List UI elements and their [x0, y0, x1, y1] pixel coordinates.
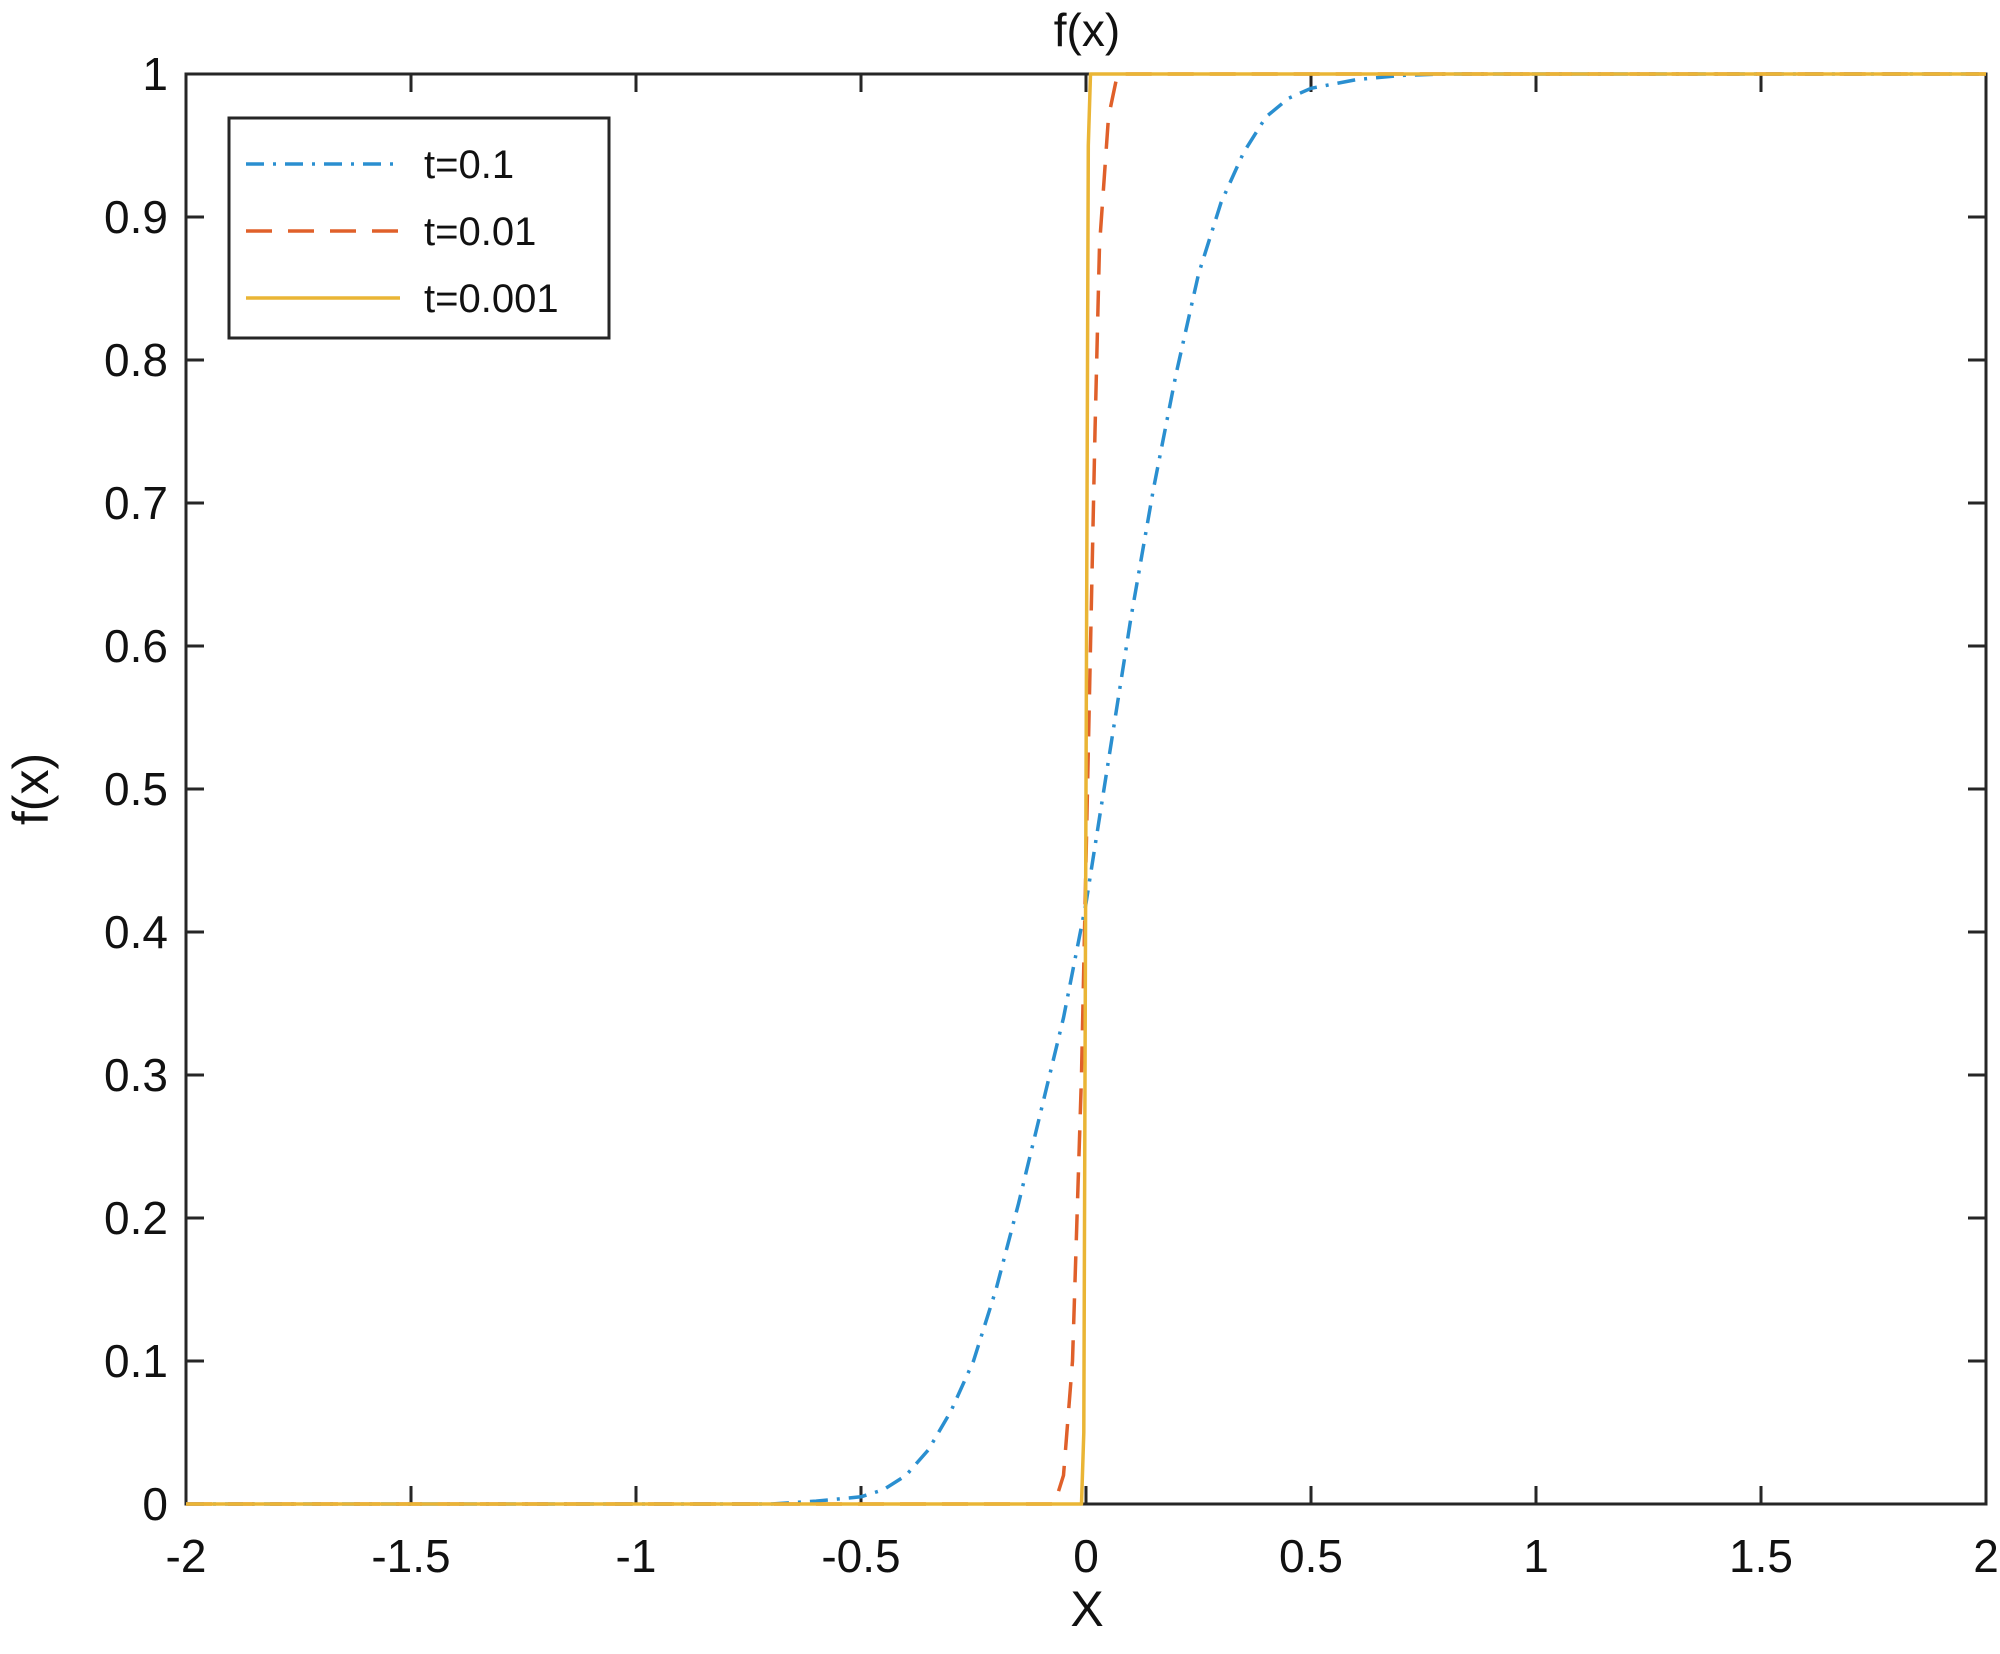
y-tick-label: 0.9	[104, 191, 168, 243]
series-layer	[186, 72, 1986, 1506]
y-tick-label: 0.2	[104, 1192, 168, 1244]
x-tick-label: 0.5	[1279, 1530, 1343, 1582]
chart-legend: t=0.1 t=0.01 t=0.001	[227, 116, 611, 340]
x-tick-label: -1.5	[371, 1530, 450, 1582]
y-axis-label: f(x)	[3, 753, 59, 825]
series-line-3	[186, 72, 1986, 1506]
chart-title: f(x)	[1054, 4, 1120, 56]
y-tick-label: 0.1	[104, 1335, 168, 1387]
y-tick-label: 0.8	[104, 334, 168, 386]
y-tick-label: 0.3	[104, 1049, 168, 1101]
y-tick-label: 0.7	[104, 477, 168, 529]
x-tick-label: -0.5	[821, 1530, 900, 1582]
x-axis-ticks: -2 -1.5 -1 -0.5 0 0.5 1 1.5 2	[166, 74, 1999, 1582]
y-tick-label: 0	[142, 1478, 168, 1530]
y-tick-label: 0.4	[104, 906, 168, 958]
x-tick-label: 1.5	[1729, 1530, 1793, 1582]
x-tick-label: -1	[616, 1530, 657, 1582]
x-tick-label: -2	[166, 1530, 207, 1582]
x-tick-label: 0	[1073, 1530, 1099, 1582]
x-tick-label: 2	[1973, 1530, 1999, 1582]
legend-label: t=0.01	[424, 210, 536, 254]
legend-box	[227, 116, 611, 340]
y-tick-label: 1	[142, 48, 168, 100]
y-axis-ticks: 0 0.1 0.2 0.3 0.4 0.5 0.6 0.7 0.8 0.9 1	[104, 48, 1986, 1530]
x-tick-label: 1	[1523, 1530, 1549, 1582]
y-tick-label: 0.6	[104, 620, 168, 672]
legend-label: t=0.1	[424, 143, 514, 187]
legend-label: t=0.001	[424, 277, 559, 321]
y-tick-label: 0.5	[104, 763, 168, 815]
series-line-1	[186, 72, 1986, 1506]
x-axis-label: X	[1070, 1581, 1103, 1637]
